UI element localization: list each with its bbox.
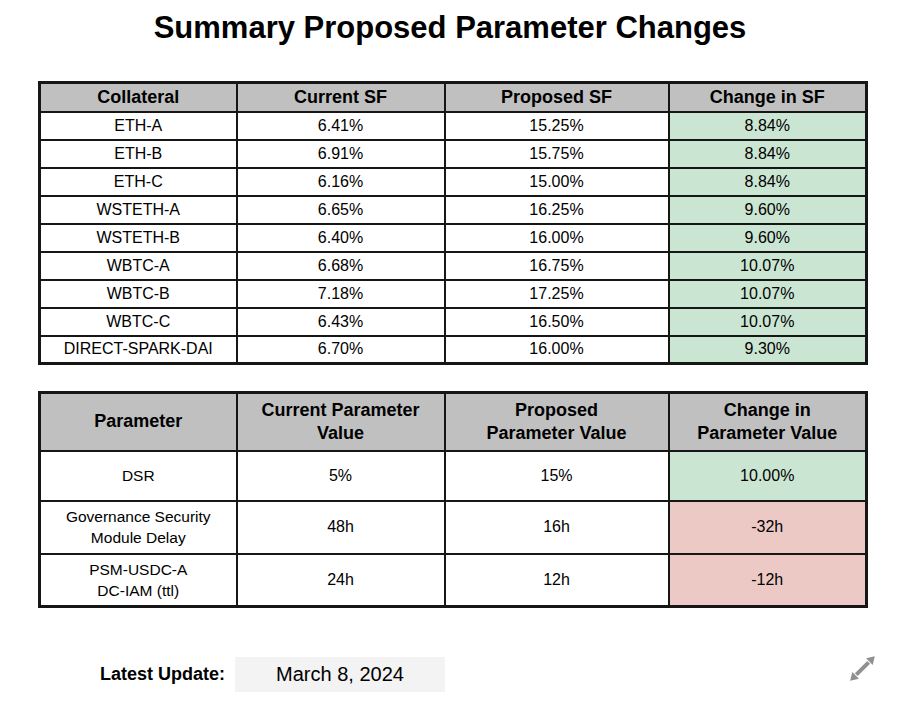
current-sf-cell: 6.70% [237, 336, 445, 364]
collateral-cell: WBTC-B [40, 280, 237, 308]
proposed-value-cell: 15% [445, 451, 669, 501]
param-header-change-value: Change in Parameter Value [669, 393, 867, 451]
change-value-cell: -12h [669, 554, 867, 607]
proposed-sf-cell: 16.00% [445, 224, 669, 252]
param-table-header-row: Parameter Current Parameter Value Propos… [40, 393, 867, 451]
change-sf-cell: 9.60% [669, 196, 867, 224]
table-row: WBTC-B 7.18% 17.25% 10.07% [40, 280, 867, 308]
table-row: DIRECT-SPARK-DAI 6.70% 16.00% 9.30% [40, 336, 867, 364]
current-sf-cell: 6.68% [237, 252, 445, 280]
current-sf-cell: 6.65% [237, 196, 445, 224]
proposed-sf-cell: 16.75% [445, 252, 669, 280]
parameter-cell: PSM-USDC-A DC-IAM (ttl) [40, 554, 237, 607]
table-row: PSM-USDC-A DC-IAM (ttl) 24h 12h -12h [40, 554, 867, 607]
collateral-cell: WBTC-A [40, 252, 237, 280]
change-sf-cell: 8.84% [669, 112, 867, 140]
table-row: ETH-C 6.16% 15.00% 8.84% [40, 168, 867, 196]
change-sf-cell: 10.07% [669, 280, 867, 308]
collateral-cell: ETH-B [40, 140, 237, 168]
proposed-sf-cell: 16.50% [445, 308, 669, 336]
table-row: Governance Security Module Delay 48h 16h… [40, 501, 867, 554]
table-row: ETH-B 6.91% 15.75% 8.84% [40, 140, 867, 168]
proposed-sf-cell: 17.25% [445, 280, 669, 308]
current-value-cell: 5% [237, 451, 445, 501]
expand-icon[interactable] [844, 650, 881, 687]
footer: Latest Update: March 8, 2024 [0, 656, 900, 694]
sf-header-collateral: Collateral [40, 83, 237, 112]
proposed-sf-cell: 16.25% [445, 196, 669, 224]
page: { "page_title": "Summary Proposed Parame… [0, 0, 900, 706]
proposed-value-cell: 16h [445, 501, 669, 554]
current-sf-cell: 6.41% [237, 112, 445, 140]
collateral-cell: DIRECT-SPARK-DAI [40, 336, 237, 364]
param-header-proposed-value: Proposed Parameter Value [445, 393, 669, 451]
change-sf-cell: 8.84% [669, 140, 867, 168]
sf-header-change-in-sf: Change in SF [669, 83, 867, 112]
current-sf-cell: 6.16% [237, 168, 445, 196]
current-sf-cell: 7.18% [237, 280, 445, 308]
change-sf-cell: 9.30% [669, 336, 867, 364]
proposed-sf-cell: 16.00% [445, 336, 669, 364]
collateral-cell: WSTETH-B [40, 224, 237, 252]
sf-table: Collateral Current SF Proposed SF Change… [38, 81, 868, 365]
proposed-value-cell: 12h [445, 554, 669, 607]
proposed-sf-cell: 15.00% [445, 168, 669, 196]
change-sf-cell: 10.07% [669, 252, 867, 280]
proposed-sf-cell: 15.75% [445, 140, 669, 168]
latest-update-label: Latest Update: [100, 664, 225, 685]
param-header-current-value: Current Parameter Value [237, 393, 445, 451]
current-value-cell: 48h [237, 501, 445, 554]
current-value-cell: 24h [237, 554, 445, 607]
page-title: Summary Proposed Parameter Changes [0, 0, 900, 47]
collateral-cell: WSTETH-A [40, 196, 237, 224]
table-row: WSTETH-B 6.40% 16.00% 9.60% [40, 224, 867, 252]
sf-header-current-sf: Current SF [237, 83, 445, 112]
table-row: DSR 5% 15% 10.00% [40, 451, 867, 501]
change-sf-cell: 9.60% [669, 224, 867, 252]
table-row: WBTC-C 6.43% 16.50% 10.07% [40, 308, 867, 336]
current-sf-cell: 6.40% [237, 224, 445, 252]
parameter-cell: DSR [40, 451, 237, 501]
sf-table-header-row: Collateral Current SF Proposed SF Change… [40, 83, 867, 112]
current-sf-cell: 6.91% [237, 140, 445, 168]
table-row: WBTC-A 6.68% 16.75% 10.07% [40, 252, 867, 280]
sf-header-proposed-sf: Proposed SF [445, 83, 669, 112]
param-table: Parameter Current Parameter Value Propos… [38, 391, 868, 608]
table-row: WSTETH-A 6.65% 16.25% 9.60% [40, 196, 867, 224]
param-header-parameter: Parameter [40, 393, 237, 451]
latest-update-date: March 8, 2024 [235, 657, 445, 692]
collateral-cell: ETH-A [40, 112, 237, 140]
change-sf-cell: 8.84% [669, 168, 867, 196]
collateral-cell: ETH-C [40, 168, 237, 196]
change-sf-cell: 10.07% [669, 308, 867, 336]
change-value-cell: -32h [669, 501, 867, 554]
change-value-cell: 10.00% [669, 451, 867, 501]
parameter-cell: Governance Security Module Delay [40, 501, 237, 554]
collateral-cell: WBTC-C [40, 308, 237, 336]
current-sf-cell: 6.43% [237, 308, 445, 336]
table-row: ETH-A 6.41% 15.25% 8.84% [40, 112, 867, 140]
proposed-sf-cell: 15.25% [445, 112, 669, 140]
